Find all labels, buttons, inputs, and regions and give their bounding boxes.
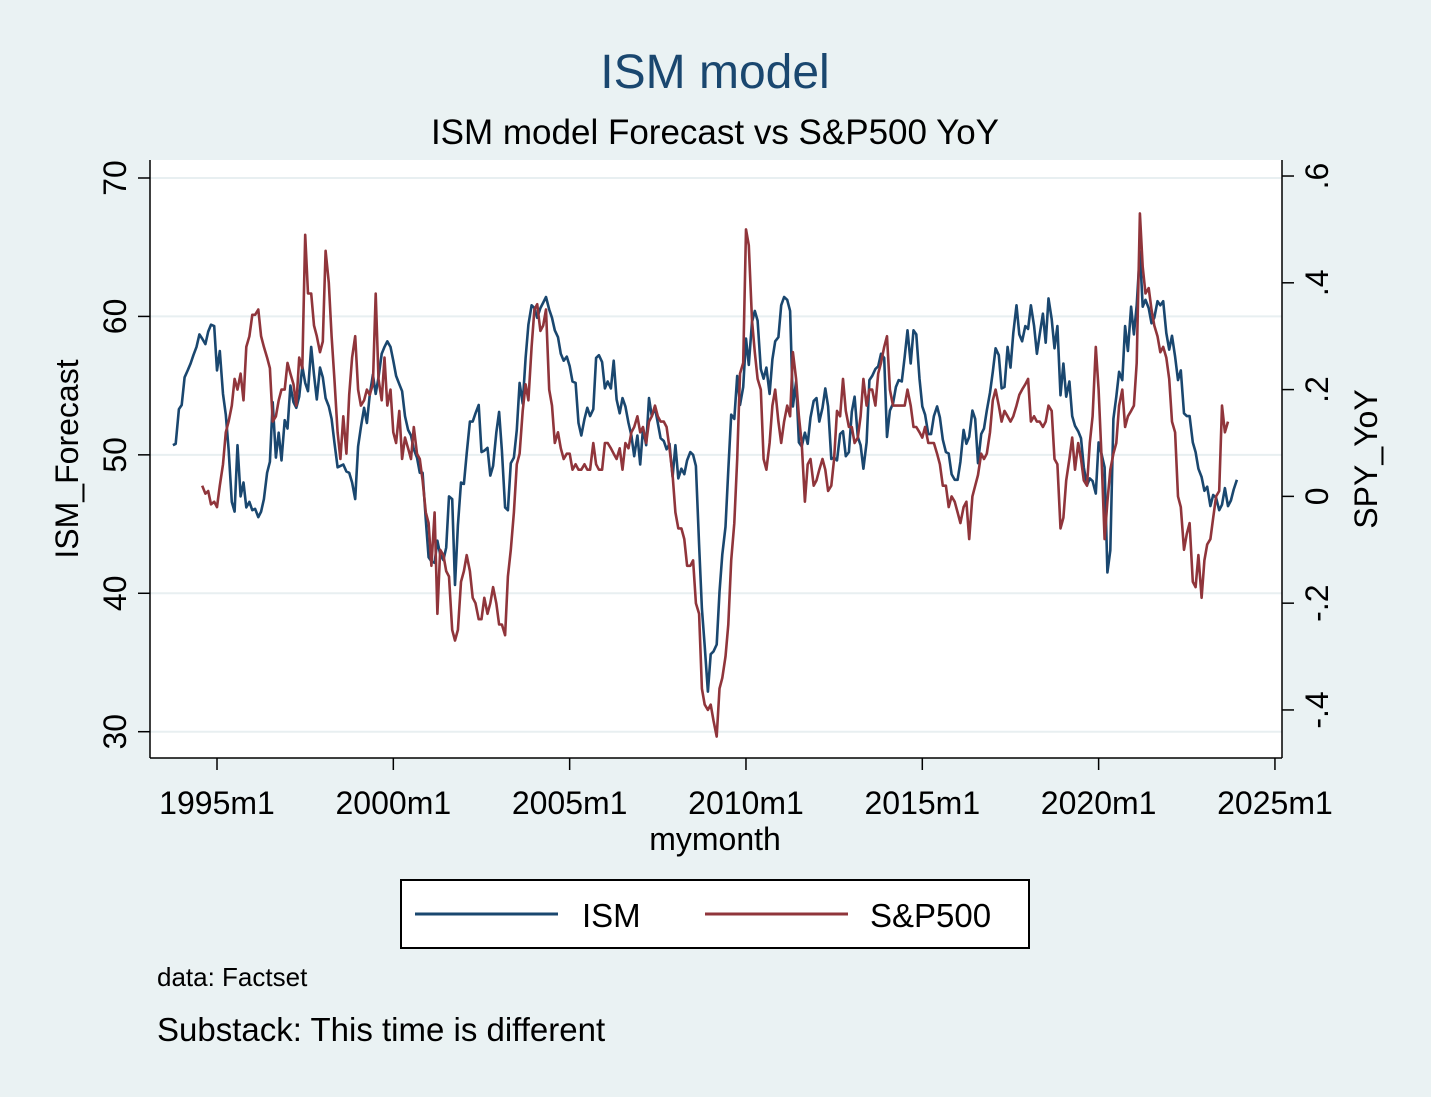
- source-note: data: Factset: [157, 962, 308, 992]
- plot-region: [150, 160, 1282, 758]
- series-layer: [172, 212, 1239, 738]
- chart-notes: data: Factset Substack: This time is dif…: [157, 962, 605, 1049]
- legend-label-ism: ISM: [582, 897, 641, 934]
- y-axis-left-label: ISM_Forecast: [49, 359, 85, 558]
- y-axis-right-label: SPY_YoY: [1348, 389, 1384, 528]
- x-tick-label: 1995m1: [159, 785, 275, 821]
- series-line-sp500: [200, 212, 1230, 738]
- y-left-tick-label: 30: [97, 714, 133, 750]
- y-right-tick-label: -.2: [1299, 584, 1335, 621]
- x-tick-label: 2015m1: [864, 785, 980, 821]
- x-tick-label: 2010m1: [688, 785, 804, 821]
- x-tick-label: 2005m1: [512, 785, 628, 821]
- y-left-tick-label: 50: [97, 437, 133, 473]
- credit-note: Substack: This time is different: [157, 1011, 606, 1048]
- chart: ISM model ISM model Forecast vs S&P500 Y…: [49, 46, 1384, 949]
- x-tick-label: 2025m1: [1217, 785, 1333, 821]
- y-left-tick-label: 60: [97, 299, 133, 335]
- legend-label-sp500: S&P500: [870, 897, 991, 934]
- y-right-tick-label: .2: [1299, 376, 1335, 403]
- chart-title: ISM model: [600, 46, 829, 99]
- y-right-tick-label: .6: [1299, 163, 1335, 190]
- y-right-tick-label: .4: [1299, 269, 1335, 296]
- y-right-tick-label: 0: [1299, 487, 1335, 505]
- legend: ISM S&P500: [400, 879, 1030, 949]
- axes: 30 40 50 60 70 -.4 -.2 0 .2 .4 .6 1995m1 2000m1 2005m…: [97, 160, 1335, 821]
- chart-subtitle: ISM model Forecast vs S&P500 YoY: [431, 113, 999, 152]
- y-left-tick-label: 70: [97, 160, 133, 196]
- series-line-ism: [172, 250, 1239, 693]
- y-left-tick-label: 40: [97, 575, 133, 611]
- x-tick-label: 2020m1: [1041, 785, 1157, 821]
- x-tick-label: 2000m1: [336, 785, 452, 821]
- y-right-tick-label: -.4: [1299, 691, 1335, 728]
- x-axis-label: mymonth: [649, 821, 781, 857]
